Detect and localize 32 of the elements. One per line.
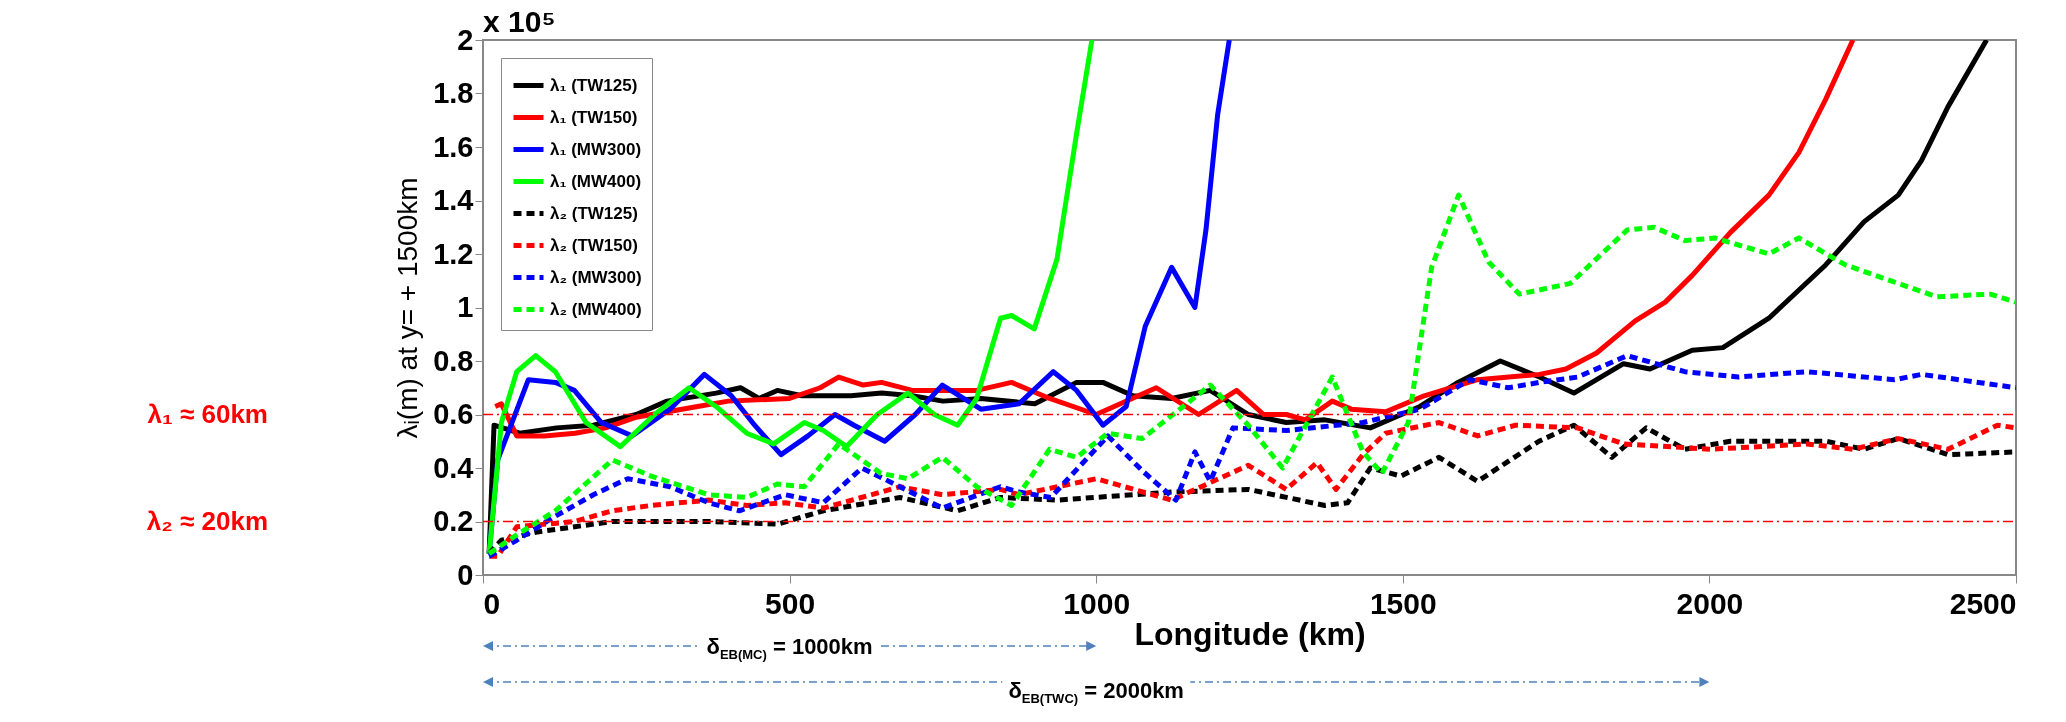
y-tick-label: 1.6 [433, 130, 474, 163]
y-tick-label: 0 [457, 558, 474, 591]
text: x 10⁵ [483, 5, 556, 38]
y-tick-label: 0.8 [433, 344, 474, 377]
legend-label: λ₁ (MW400) [550, 171, 642, 191]
y-tick-label: 1.4 [433, 184, 474, 216]
legend-label: λ₁ (MW300) [550, 139, 642, 159]
x-axis-title: Longitude (km) [1134, 615, 1366, 652]
legend-label: λ₁ (TW125) [550, 75, 638, 95]
text: δ$_{EB(TWC)}$ = 2000km [1002, 677, 1190, 707]
x-tick-label: 0 [483, 586, 501, 620]
y-tick-label: 1.2 [433, 237, 474, 270]
x-tick-label: 500 [765, 586, 816, 620]
y-tick-label: 0.4 [433, 451, 474, 484]
y-tick-label: 0.2 [433, 505, 474, 537]
legend-label: λ₂ (MW400) [550, 299, 642, 319]
x-tick-label: 1000 [1063, 586, 1131, 620]
y-axis-title: λᵢ(m) at y= + 1500km [392, 177, 424, 439]
y-tick-label: 1 [457, 291, 474, 323]
y-tick-label: 1.8 [433, 77, 474, 109]
legend-label: λ₂ (MW300) [550, 267, 642, 287]
y-tick-label: 0.6 [433, 398, 474, 430]
legend-label: λ₂ (TW150) [550, 235, 638, 255]
y-tick-label: 2 [457, 23, 474, 56]
text: δ$_{EB(MC)}$ = 1000km [700, 633, 879, 663]
x-tick-label: 2000 [1676, 586, 1744, 620]
ref-line-label: λ₂ ≈ 20km [146, 505, 268, 536]
x-tick-label: 1500 [1369, 586, 1437, 620]
ref-line-label: λ₁ ≈ 60km [147, 398, 268, 429]
x-tick-label: 2500 [1949, 586, 2017, 620]
legend-label: λ₂ (TW125) [550, 203, 638, 223]
legend-label: λ₁ (TW150) [550, 107, 638, 127]
